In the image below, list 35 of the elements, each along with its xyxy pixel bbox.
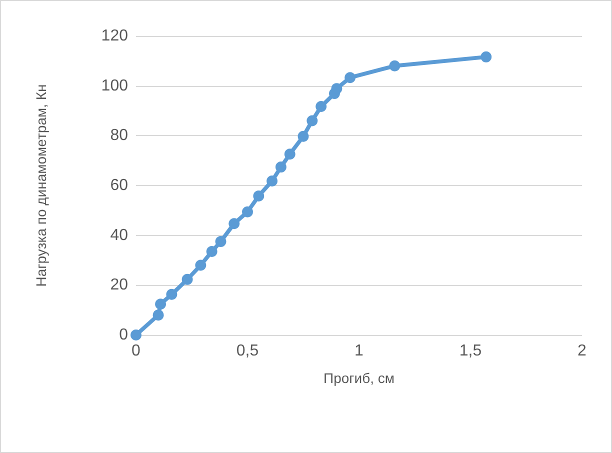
point — [242, 206, 253, 218]
point — [298, 130, 309, 142]
y-tick-label: 40 — [110, 226, 128, 244]
y-tick-label: 100 — [101, 77, 128, 94]
point — [155, 298, 166, 310]
point — [316, 101, 327, 112]
point — [331, 83, 342, 94]
point — [266, 176, 278, 187]
point — [389, 60, 400, 72]
point — [215, 236, 226, 248]
point — [182, 274, 193, 285]
x-tick-label: 2 — [578, 342, 587, 360]
y-tick-label: 20 — [110, 276, 128, 294]
x-tick-label: 1 — [354, 342, 364, 360]
point — [344, 72, 356, 84]
y-tick-label: 80 — [110, 127, 128, 144]
y-tick-label: 120 — [101, 28, 128, 44]
point — [306, 115, 318, 126]
y-tick-label: 60 — [110, 177, 128, 194]
point — [206, 246, 218, 258]
point — [130, 330, 142, 340]
point — [166, 288, 178, 300]
point — [275, 162, 286, 173]
point — [480, 51, 492, 62]
point — [253, 190, 264, 202]
x-axis-title: Прогиб, см — [324, 370, 394, 386]
point — [284, 148, 296, 160]
x-tick-label: 1,5 — [459, 342, 482, 360]
y-axis-title: Нагрузка по динамометрам, Кн — [33, 84, 49, 287]
point — [195, 260, 206, 271]
y-tick-label: 0 — [119, 326, 128, 344]
point — [228, 218, 240, 230]
x-tick-label: 0,5 — [236, 342, 259, 360]
x-tick-label: 0 — [132, 342, 141, 360]
point — [152, 310, 164, 321]
